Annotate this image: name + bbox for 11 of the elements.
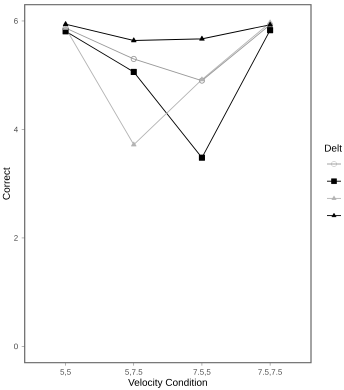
x-tick-label: 7.5,5 [193,369,210,376]
y-tick-label: 4 [14,126,18,132]
y-axis-title: Correct [2,167,10,200]
y-tick-label: 0 [14,344,18,350]
x-axis-title: Velocity Condition [128,378,207,388]
x-tick-label: 7.5,7.5 [258,369,282,376]
x-tick-label: 5,7.5 [125,369,142,376]
x-tick-label: 5,5 [60,369,71,376]
legend-title: Delt [325,144,342,152]
y-tick-label: 6 [14,18,18,24]
y-tick-label: 2 [14,235,18,241]
